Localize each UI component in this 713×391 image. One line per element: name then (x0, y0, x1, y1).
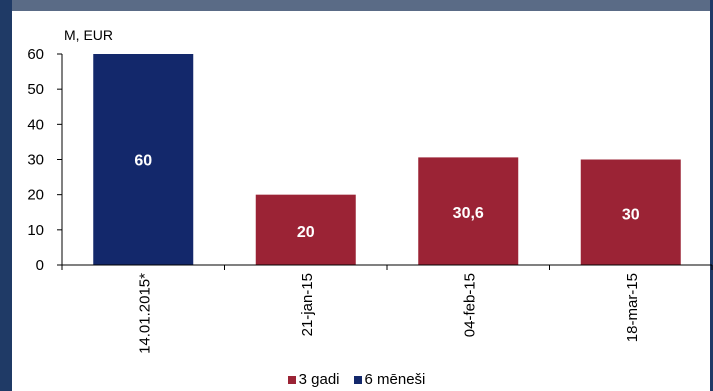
legend-swatch-6-meneshi (353, 375, 362, 384)
frame-right-border (710, 0, 713, 391)
legend-label-3-gadi: 3 gadi (298, 371, 340, 388)
chart-legend: 3 gadi 6 mēneši (0, 371, 713, 388)
frame-left-border (0, 0, 12, 391)
bar-value-label: 30,6 (453, 205, 484, 222)
bar (418, 157, 519, 265)
frame-top-border (0, 0, 713, 11)
y-tick-label: 30 (27, 152, 44, 169)
y-tick-label: 20 (27, 187, 44, 204)
bar (255, 194, 356, 265)
legend-label-6-meneshi: 6 mēneši (364, 371, 426, 388)
y-axis-unit-label: M, EUR (64, 27, 113, 43)
y-tick-label: 60 (27, 46, 44, 63)
y-tick-label: 50 (27, 81, 44, 98)
bar (93, 54, 194, 265)
y-tick-label: 0 (36, 257, 44, 274)
legend-item-3-gadi: 3 gadi (287, 371, 340, 388)
bar (580, 159, 681, 265)
bar-value-label: 30 (622, 206, 640, 223)
x-category-label: 18-mar-15 (624, 273, 641, 342)
y-tick-label: 10 (27, 222, 44, 239)
legend-swatch-3-gadi (287, 375, 296, 384)
bar-value-label: 20 (297, 224, 315, 241)
legend-item-6-meneshi: 6 mēneši (353, 371, 426, 388)
x-category-label: 21-jan-15 (299, 273, 316, 336)
x-category-label: 04-feb-15 (461, 273, 478, 337)
bar-chart: 0 10 20 30 40 50 60 60 14.01.2015* 20 21-jan-15 30,… (27, 46, 713, 354)
bar-value-label: 60 (134, 153, 152, 170)
y-tick-label: 40 (27, 116, 44, 133)
x-category-label: 14.01.2015* (136, 273, 153, 354)
